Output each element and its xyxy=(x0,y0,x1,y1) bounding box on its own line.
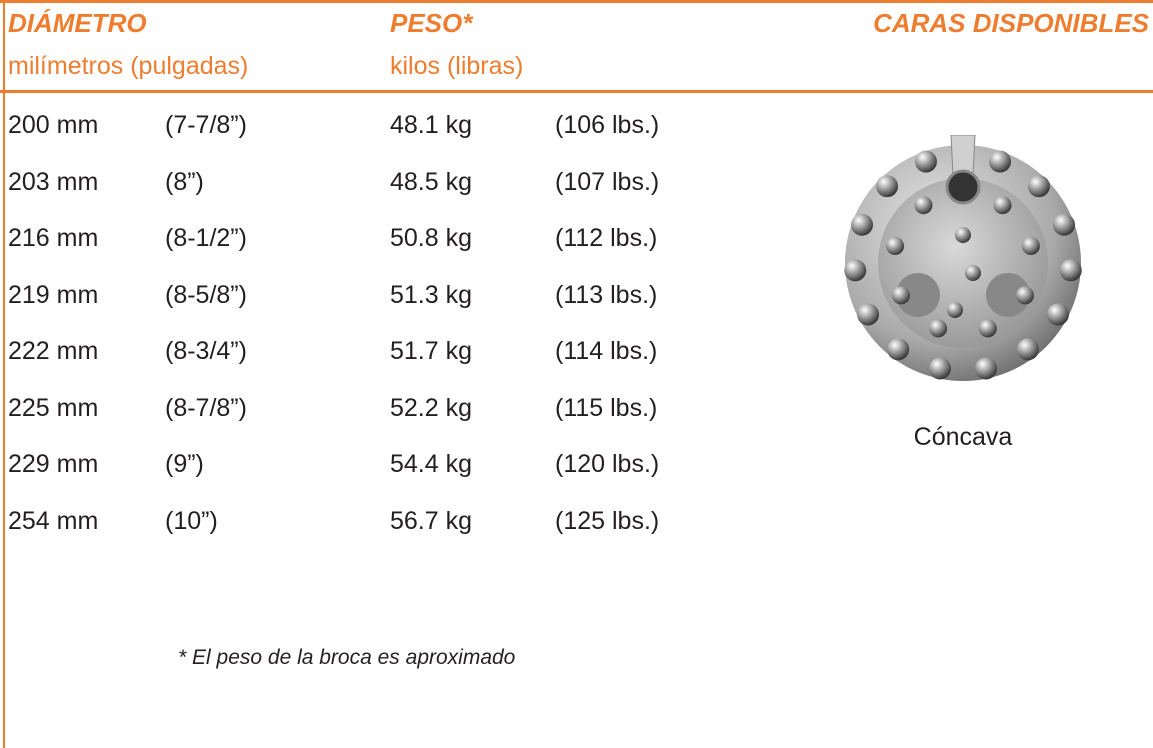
diameter-title: DIÁMETRO xyxy=(8,8,147,38)
button xyxy=(844,259,867,282)
button xyxy=(850,213,873,236)
table-cell: 254 mm xyxy=(8,506,99,535)
diameter-units: milímetros (pulgadas) xyxy=(8,52,249,80)
table-cell: 225 mm xyxy=(8,393,99,422)
table-cell: (7-7/8”) xyxy=(165,111,247,139)
button xyxy=(993,196,1012,215)
table-cell: (8-5/8”) xyxy=(165,280,247,309)
table-cell: 50.8 kg xyxy=(390,224,473,252)
button xyxy=(914,196,933,215)
button xyxy=(876,175,899,198)
faces-title: CARAS DISPONIBLES xyxy=(873,8,1149,38)
table-cell: 48.1 kg xyxy=(390,111,473,139)
button xyxy=(928,357,951,380)
table-cell: 52.2 kg xyxy=(390,393,473,422)
flush-hole xyxy=(986,273,1030,317)
table-cell: (8-7/8”) xyxy=(165,393,247,422)
table-cell: 229 mm xyxy=(8,450,99,478)
table-cell: 219 mm xyxy=(8,280,99,309)
table-cell: (115 lbs.) xyxy=(555,393,658,422)
button xyxy=(1016,286,1035,305)
button xyxy=(891,286,910,305)
button xyxy=(887,338,910,361)
table-cell: (8-1/2”) xyxy=(165,224,247,252)
button xyxy=(1046,303,1069,326)
button xyxy=(857,303,880,326)
button xyxy=(1016,338,1039,361)
table-cell: 203 mm xyxy=(8,167,99,196)
table-cell: (112 lbs.) xyxy=(555,224,658,252)
table-cell: 222 mm xyxy=(8,337,99,365)
table-cell: (114 lbs.) xyxy=(555,337,658,365)
button xyxy=(886,237,905,256)
table-cell: (120 lbs.) xyxy=(555,450,660,478)
footnote: * El peso de la broca es aproximado xyxy=(178,646,516,669)
table-cell: 56.7 kg xyxy=(390,506,473,535)
weight-units: kilos (libras) xyxy=(390,52,524,80)
table-cell: (106 lbs.) xyxy=(555,111,660,139)
weight-title: PESO* xyxy=(390,8,473,38)
table-cell: 200 mm xyxy=(8,111,99,139)
table-cell: (107 lbs.) xyxy=(555,167,660,196)
button xyxy=(929,319,948,338)
header-rule xyxy=(0,90,1153,93)
button xyxy=(1027,175,1050,198)
table-cell: 48.5 kg xyxy=(390,167,473,196)
flush-hole xyxy=(945,169,981,205)
table-cell: (10”) xyxy=(165,506,218,535)
button xyxy=(978,319,997,338)
table-cell: 51.3 kg xyxy=(390,280,473,309)
table-cell: (8-3/4”) xyxy=(165,337,247,365)
table-cell: (8”) xyxy=(165,167,204,196)
button xyxy=(1053,213,1076,236)
button xyxy=(914,150,937,173)
table-cell: (125 lbs.) xyxy=(555,506,660,535)
bit-face-image xyxy=(844,135,1082,381)
table-cell: 51.7 kg xyxy=(390,337,473,365)
button xyxy=(965,265,981,281)
table-cell: 54.4 kg xyxy=(390,450,473,478)
button xyxy=(955,227,971,243)
button xyxy=(989,150,1012,173)
table-cell: (9”) xyxy=(165,450,204,478)
face-caption: Cóncava xyxy=(913,423,1013,451)
button xyxy=(947,302,963,318)
left-border xyxy=(3,0,5,748)
button xyxy=(975,357,998,380)
button xyxy=(1021,237,1040,256)
top-border xyxy=(0,0,1153,3)
flush-hole xyxy=(896,273,940,317)
table-cell: 216 mm xyxy=(8,224,99,252)
buttons xyxy=(844,150,1082,380)
table-cell: (113 lbs.) xyxy=(555,280,658,309)
flush-groove xyxy=(950,135,976,176)
button xyxy=(1059,259,1082,282)
